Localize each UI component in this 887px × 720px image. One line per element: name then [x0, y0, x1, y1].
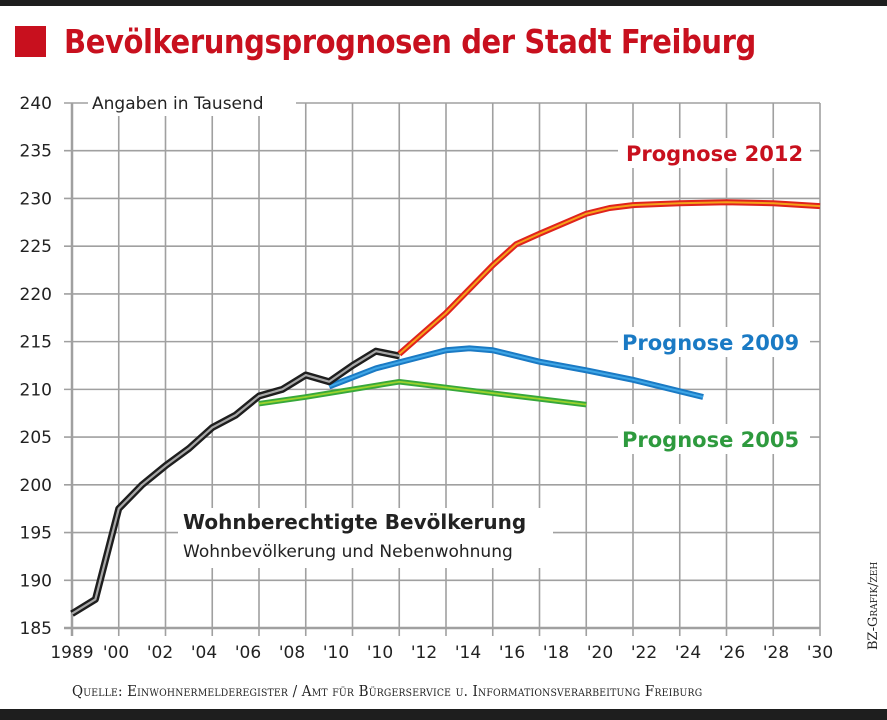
bottom-border: [0, 709, 887, 720]
x-axis-ticks: 1989 '00 '02 '04 '06 '08 '10 '10 '12 '14 '16 '18 '20…: [50, 643, 833, 663]
label-prognose-2005: Prognose 2005: [622, 428, 799, 452]
x-tick-label: '22: [631, 643, 657, 663]
historical-label-bg: [178, 508, 553, 568]
x-tick-label: '24: [675, 643, 701, 663]
x-tick-label: '04: [191, 643, 217, 663]
y-tick-label: 235: [20, 142, 52, 162]
x-tick-label: '02: [147, 643, 173, 663]
source-note: Quelle: Einwohnermelderegister / Amt für…: [72, 684, 703, 700]
y-tick-label: 190: [20, 571, 52, 591]
title-block: Bevölkerungsprognosen der Stadt Freiburg: [15, 22, 850, 61]
x-tick-label: '26: [719, 643, 745, 663]
unit-label-bg: [88, 88, 296, 116]
x-tick-label: '18: [543, 643, 569, 663]
x-tick-label: '30: [807, 643, 833, 663]
x-tick-label: '08: [279, 643, 305, 663]
series-line-inner-prognose-2005: [258, 380, 587, 406]
unit-label: Angaben in Tausend: [92, 94, 264, 114]
credit-note: BZ-Grafik/zeh: [866, 561, 881, 650]
y-tick-label: 195: [20, 524, 52, 544]
title-marker-square: [15, 26, 46, 57]
series-lines: [70, 199, 821, 617]
label-bg-2012: [618, 138, 810, 168]
y-tick-label: 210: [20, 380, 52, 400]
y-axis-ticks: 240 235 230 225 220 215 210 205 200 195 190 185: [20, 94, 52, 639]
y-tick-label: 185: [20, 619, 52, 639]
label-historical-title: Wohnberechtigte Bevölkerung: [183, 510, 526, 534]
series-line-inner-wohnberechtigte-bev-lkerung: [71, 350, 400, 615]
y-tick-label: 215: [20, 333, 52, 353]
series-line-inner-prognose-2009: [328, 347, 704, 398]
chart-title: Bevölkerungsprognosen der Stadt Freiburg: [64, 22, 756, 61]
label-bg-2005: [618, 424, 810, 454]
label-historical-subtitle: Wohnbevölkerung und Nebenwohnung: [183, 542, 513, 562]
series-line-inner-prognose-2012: [398, 201, 821, 355]
x-tick-label: '14: [455, 643, 481, 663]
x-tick-label: '20: [587, 643, 613, 663]
x-tick-label: 1989: [50, 643, 93, 663]
label-bg-2009: [618, 327, 810, 357]
y-tick-label: 220: [20, 285, 52, 305]
x-tick-label: '00: [103, 643, 129, 663]
y-tick-label: 230: [20, 189, 52, 209]
y-tick-label: 240: [20, 94, 52, 114]
x-tick-label: '10: [323, 643, 349, 663]
grid: [64, 102, 821, 636]
label-prognose-2009: Prognose 2009: [622, 331, 799, 355]
x-tick-label: '28: [763, 643, 789, 663]
x-tick-label: '12: [411, 643, 437, 663]
x-tick-label: '06: [235, 643, 261, 663]
x-tick-label: '10: [367, 643, 393, 663]
top-border: [0, 0, 887, 6]
y-tick-label: 200: [20, 476, 52, 496]
label-prognose-2012: Prognose 2012: [626, 142, 803, 166]
x-tick-label: '16: [499, 643, 525, 663]
y-tick-label: 225: [20, 237, 52, 257]
series-labels: Angaben in Tausend Prognose 2012 Prognose …: [88, 88, 810, 568]
y-tick-label: 205: [20, 428, 52, 448]
